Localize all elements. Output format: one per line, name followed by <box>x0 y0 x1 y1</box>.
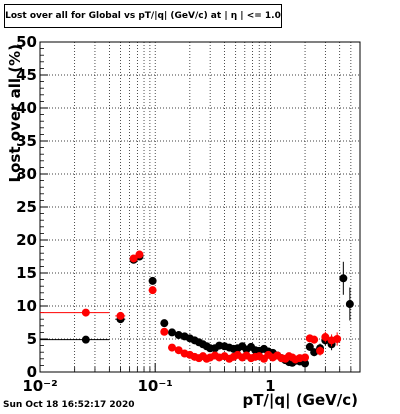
data-point <box>81 308 90 317</box>
chart-title: Lost over all for Global vs pT/|q| (GeV/… <box>4 4 282 28</box>
data-point <box>321 333 330 342</box>
data-point <box>116 311 125 320</box>
x-tick-label: 10⁻² <box>22 377 57 395</box>
y-tick-label: 35 <box>16 132 37 150</box>
data-point <box>174 346 183 355</box>
grid-lines <box>40 42 360 372</box>
y-tick-label: 20 <box>16 231 37 249</box>
data-point <box>345 300 354 309</box>
data-point <box>135 250 144 259</box>
data-point <box>316 346 325 355</box>
y-tick-label: 40 <box>16 99 37 117</box>
data-point <box>301 353 310 362</box>
series-red <box>40 250 342 364</box>
y-axis-label: Lost over all (%) <box>6 44 24 182</box>
data-point <box>148 276 157 285</box>
y-tick-labels: 0 5 10 15 20 25 30 35 40 45 50 <box>16 33 37 381</box>
y-tick-label: 5 <box>27 330 37 348</box>
y-tick-label: 45 <box>16 66 37 84</box>
data-point <box>148 286 157 295</box>
data-point <box>339 274 348 283</box>
data-point <box>168 328 177 337</box>
data-point <box>129 254 138 263</box>
data-point <box>160 319 169 328</box>
y-tick-label: 10 <box>16 297 37 315</box>
data-point <box>168 343 177 352</box>
x-tick-label: 10⁻¹ <box>137 377 172 395</box>
y-tick-label: 30 <box>16 165 37 183</box>
x-tick-label: 1 <box>265 377 275 395</box>
x-tick-labels: 10⁻² 10⁻¹ 1 <box>22 377 275 395</box>
timestamp-footer: Sun Oct 18 16:52:17 2020 <box>3 400 135 410</box>
data-series <box>40 250 354 368</box>
data-point <box>310 335 319 344</box>
y-tick-label: 0 <box>27 363 37 381</box>
x-axis-label: pT/|q| (GeV/c) <box>242 391 358 410</box>
axis-ticks <box>39 41 352 373</box>
data-point <box>301 359 310 368</box>
data-point <box>160 327 169 336</box>
y-tick-label: 15 <box>16 264 37 282</box>
data-point <box>81 335 90 344</box>
data-point <box>333 335 342 343</box>
y-tick-label: 25 <box>16 198 37 216</box>
y-tick-label: 50 <box>16 33 37 51</box>
data-point <box>305 342 314 351</box>
